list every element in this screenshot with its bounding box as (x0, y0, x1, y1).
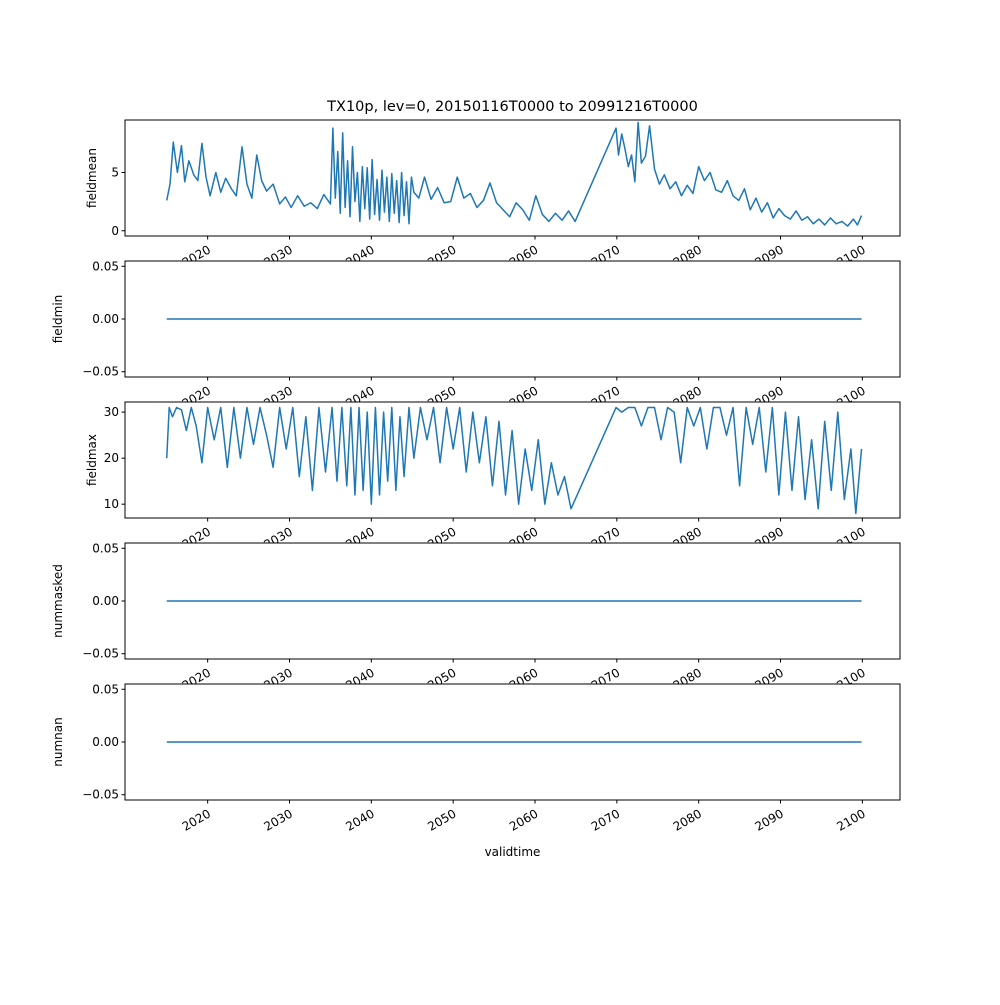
y-tick-label-fieldmean: 5 (111, 165, 119, 179)
y-axis-label-fieldmax: fieldmax (85, 434, 99, 486)
axes-frame-fieldmax (124, 401, 901, 519)
x-tick-label-numnan: 2100 (834, 806, 867, 833)
axes-frame-fieldmean (124, 119, 901, 237)
chart-title: TX10p, lev=0, 20150116T0000 to 20991216T… (326, 99, 698, 115)
y-tick-label-fieldmean: 0 (111, 224, 119, 238)
y-tick-label-nummasked: −0.05 (82, 647, 119, 661)
series-line-fieldmax (165, 406, 863, 515)
x-tick-label-numnan: 2030 (262, 806, 295, 833)
x-axis-label: validtime (485, 845, 541, 859)
y-tick-label-numnan: 0.00 (92, 735, 119, 749)
y-tick-label-nummasked: 0.05 (92, 541, 119, 555)
y-tick-label-fieldmin: −0.05 (82, 365, 119, 379)
x-tick-label-numnan: 2020 (180, 806, 213, 833)
y-tick-label-numnan: −0.05 (82, 788, 119, 802)
x-tick-label-numnan: 2090 (753, 806, 786, 833)
y-tick-label-fieldmax: 30 (104, 405, 119, 419)
x-tick-label-numnan: 2060 (507, 806, 540, 833)
y-tick-label-fieldmax: 10 (104, 497, 119, 511)
y-axis-label-fieldmean: fieldmean (85, 148, 99, 208)
y-axis-label-numnan: numnan (51, 717, 65, 766)
y-axis-label-fieldmin: fieldmin (51, 295, 65, 344)
y-tick-label-fieldmin: 0.00 (92, 312, 119, 326)
panel-background (125, 402, 900, 518)
y-tick-label-fieldmin: 0.05 (92, 259, 119, 273)
x-tick-label-numnan: 2040 (343, 806, 376, 833)
y-tick-label-nummasked: 0.00 (92, 594, 119, 608)
y-tick-label-fieldmax: 20 (104, 451, 119, 465)
y-tick-label-numnan: 0.05 (92, 682, 119, 696)
panel-numnan: −0.05 0.00 0.05 2020 2030 2040 2050 2060 2070 208… (51, 682, 901, 834)
x-tick-label-numnan: 2070 (589, 806, 622, 833)
y-axis-label-nummasked: nummasked (51, 564, 65, 638)
x-tick-label-numnan: 2080 (671, 806, 704, 833)
x-tick-label-numnan: 2050 (425, 806, 458, 833)
series-line-fieldmean (166, 121, 863, 227)
